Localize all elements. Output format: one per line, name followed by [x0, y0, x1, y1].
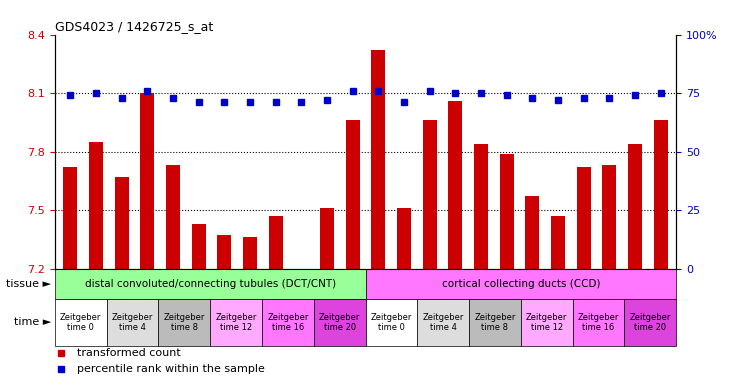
Bar: [211, 299, 262, 346]
Text: Zeitgeber
time 8: Zeitgeber time 8: [474, 313, 515, 332]
Bar: [55, 269, 366, 299]
Text: Zeitgeber
time 4: Zeitgeber time 4: [423, 313, 464, 332]
Bar: [140, 93, 154, 269]
Text: Zeitgeber
time 8: Zeitgeber time 8: [164, 313, 205, 332]
Bar: [166, 165, 180, 269]
Text: Zeitgeber
time 20: Zeitgeber time 20: [319, 313, 360, 332]
Text: time ►: time ►: [14, 318, 51, 328]
Bar: [624, 299, 676, 346]
Text: Zeitgeber
time 4: Zeitgeber time 4: [112, 313, 154, 332]
Bar: [115, 177, 129, 269]
Bar: [474, 144, 488, 269]
Text: Zeitgeber
time 16: Zeitgeber time 16: [577, 313, 619, 332]
Bar: [628, 144, 642, 269]
Bar: [366, 269, 676, 299]
Bar: [602, 165, 616, 269]
Bar: [448, 101, 463, 269]
Bar: [500, 154, 514, 269]
Text: transformed count: transformed count: [77, 349, 181, 359]
Bar: [417, 299, 469, 346]
Bar: [159, 299, 211, 346]
Bar: [55, 299, 107, 346]
Bar: [551, 216, 565, 269]
Bar: [89, 142, 103, 269]
Bar: [63, 167, 77, 269]
Bar: [371, 50, 385, 269]
Text: Zeitgeber
time 0: Zeitgeber time 0: [371, 313, 412, 332]
Bar: [469, 299, 520, 346]
Text: Zeitgeber
time 12: Zeitgeber time 12: [526, 313, 567, 332]
Text: cortical collecting ducts (CCD): cortical collecting ducts (CCD): [442, 279, 600, 289]
Bar: [107, 299, 159, 346]
Bar: [346, 121, 360, 269]
Bar: [526, 197, 539, 269]
Text: distal convoluted/connecting tubules (DCT/CNT): distal convoluted/connecting tubules (DC…: [85, 279, 336, 289]
Bar: [192, 224, 205, 269]
Bar: [654, 121, 668, 269]
Bar: [314, 299, 366, 346]
Bar: [320, 208, 334, 269]
Bar: [521, 299, 572, 346]
Text: Zeitgeber
time 0: Zeitgeber time 0: [60, 313, 102, 332]
Bar: [577, 167, 591, 269]
Text: GDS4023 / 1426725_s_at: GDS4023 / 1426725_s_at: [55, 20, 213, 33]
Bar: [397, 208, 411, 269]
Text: Zeitgeber
time 12: Zeitgeber time 12: [216, 313, 257, 332]
Text: tissue ►: tissue ►: [6, 279, 51, 289]
Bar: [217, 235, 231, 269]
Bar: [262, 299, 314, 346]
Text: Zeitgeber
time 16: Zeitgeber time 16: [267, 313, 308, 332]
Bar: [423, 121, 436, 269]
Bar: [572, 299, 624, 346]
Text: percentile rank within the sample: percentile rank within the sample: [77, 364, 265, 374]
Bar: [243, 237, 257, 269]
Bar: [268, 216, 283, 269]
Text: Zeitgeber
time 20: Zeitgeber time 20: [629, 313, 671, 332]
Bar: [366, 299, 417, 346]
